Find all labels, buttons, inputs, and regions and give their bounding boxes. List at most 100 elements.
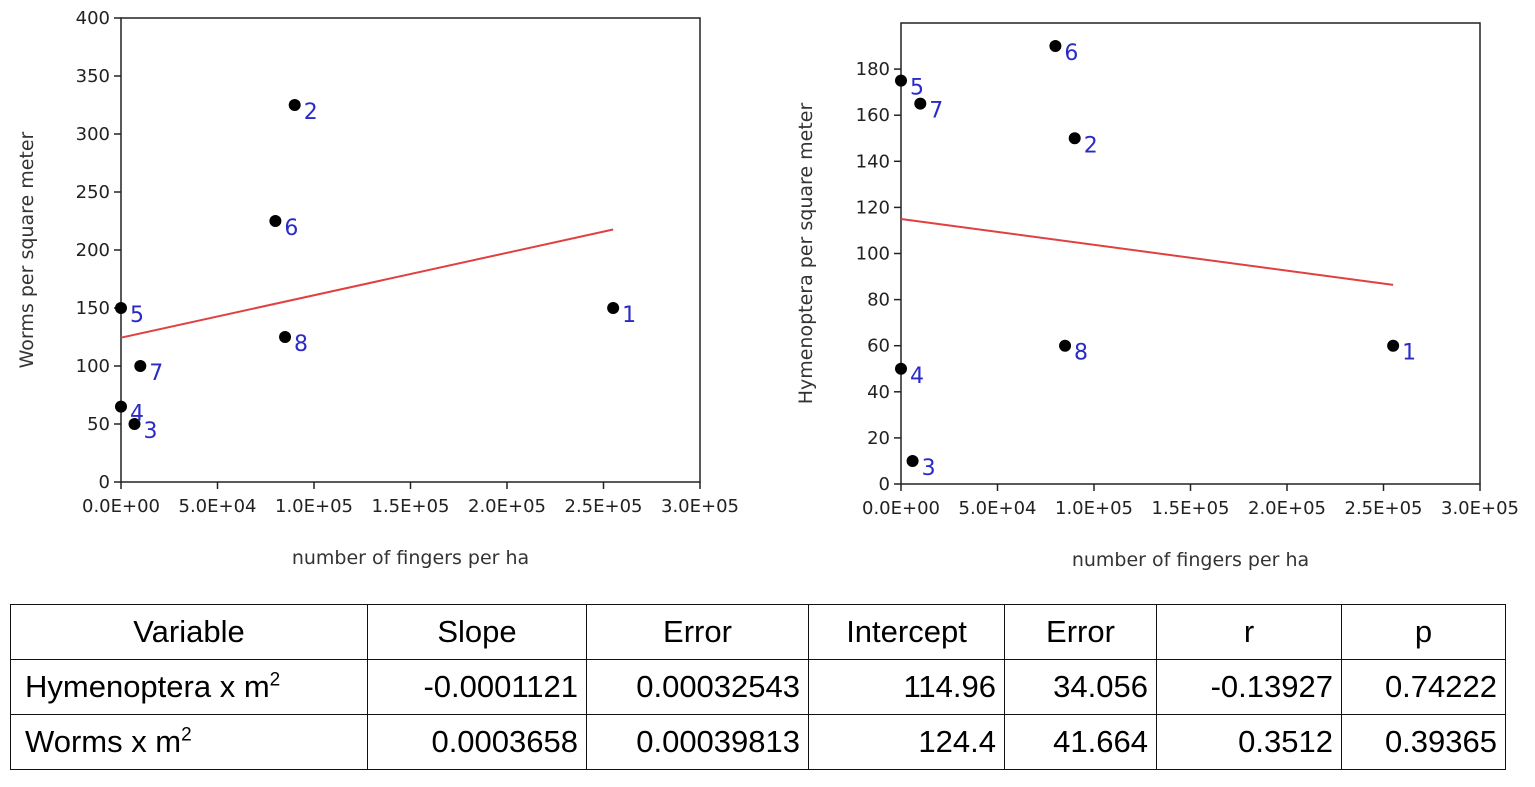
y-tick-label: 60 [867, 336, 890, 357]
data-point [279, 331, 292, 343]
x-tick-label: 0.0E+00 [862, 498, 940, 519]
header-p: p [1341, 604, 1506, 660]
regression-stats-table: Variable Slope Error Intercept Error r p… [10, 604, 1506, 770]
row-r: -0.13927 [1156, 659, 1342, 715]
data-point [1068, 132, 1081, 145]
header-slope: Slope [367, 604, 587, 660]
x-tick-label: 2.5E+05 [1345, 498, 1423, 519]
y-tick-label: 400 [76, 8, 110, 29]
header-variable: Variable [10, 604, 368, 660]
point-label: 5 [910, 76, 924, 101]
variable-superscript: 2 [269, 669, 281, 691]
point-label: 2 [304, 100, 318, 125]
variable-name: Worms x m [25, 724, 182, 759]
regression-line [120, 228, 614, 339]
y-axis-title: Hymenoptera per square meter [795, 103, 817, 405]
y-axis-title: Worms per square meter [16, 131, 38, 368]
regression-line [900, 218, 1394, 286]
point-label: 6 [1064, 41, 1078, 66]
worms-scatter-chart: 0.0E+00 5.0E+04 1.0E+05 1.5E+05 2.0E+05 2.5E+… [16, 8, 739, 569]
row-slope: 0.0003658 [367, 714, 587, 770]
row-intercept: 114.96 [808, 659, 1005, 715]
row-p: 0.74222 [1341, 659, 1506, 715]
x-tick-label: 2.0E+05 [468, 496, 546, 517]
row-slope-error: 0.00039813 [586, 714, 809, 770]
y-tick-label: 100 [76, 356, 110, 377]
x-tick-label: 1.0E+05 [1055, 498, 1133, 519]
x-tick-label: 3.0E+05 [661, 496, 739, 517]
x-tick-label: 3.0E+05 [1441, 498, 1519, 519]
point-label: 1 [1402, 341, 1416, 366]
point-label: 7 [929, 99, 943, 124]
data-point [288, 99, 301, 111]
point-label: 7 [149, 361, 163, 386]
data-point [895, 74, 907, 87]
y-tick-label: 100 [856, 244, 890, 265]
y-tick-label: 250 [76, 182, 110, 203]
x-tick-label: 2.5E+05 [565, 496, 643, 517]
data-point [115, 400, 127, 413]
data-point [1387, 339, 1400, 352]
data-point [1059, 339, 1072, 352]
y-tick-label: 120 [856, 197, 890, 218]
point-label: 3 [922, 456, 936, 481]
data-point [906, 454, 919, 467]
x-tick-label: 1.0E+05 [275, 496, 353, 517]
y-tick-label: 160 [856, 105, 890, 126]
table-header-row: Variable Slope Error Intercept Error r p [10, 604, 1506, 660]
point-label: 3 [144, 419, 158, 444]
y-tick-label: 20 [867, 428, 890, 449]
header-intercept: Intercept [808, 604, 1005, 660]
data-point [607, 302, 620, 314]
variable-superscript: 2 [181, 724, 192, 746]
data-point [895, 362, 907, 375]
row-slope: -0.0001121 [367, 659, 587, 715]
data-point [914, 97, 927, 110]
table-row: Hymenoptera x m2 -0.0001121 0.00032543 1… [10, 659, 1506, 715]
x-axis-title: number of fingers per ha [1072, 549, 1309, 571]
plot-frame [120, 17, 701, 483]
y-tick-label: 350 [76, 66, 110, 87]
variable-name: Hymenoptera x m [25, 669, 270, 704]
row-intercept-error: 34.056 [1004, 659, 1157, 715]
row-p: 0.39365 [1341, 714, 1506, 770]
point-label: 8 [294, 332, 308, 357]
row-variable: Worms x m2 [10, 714, 368, 770]
y-tick-label: 40 [867, 382, 890, 403]
point-label: 8 [1074, 341, 1088, 366]
point-label: 6 [284, 216, 298, 241]
y-tick-label: 300 [76, 124, 110, 145]
header-error: Error [586, 604, 809, 660]
table-row: Worms x m2 0.0003658 0.00039813 124.4 41… [10, 714, 1506, 770]
plot-frame [900, 22, 1481, 485]
y-tick-label: 140 [856, 151, 890, 172]
header-r: r [1156, 604, 1342, 660]
x-tick-label: 5.0E+04 [179, 496, 257, 517]
point-label: 1 [622, 303, 636, 328]
data-point [115, 302, 127, 314]
row-intercept-error: 41.664 [1004, 714, 1157, 770]
y-tick-label: 80 [867, 290, 890, 311]
y-tick-label: 150 [76, 298, 110, 319]
row-slope-error: 0.00032543 [586, 659, 809, 715]
data-point [134, 360, 147, 372]
header-intercept-error: Error [1004, 604, 1157, 660]
x-axis-title: number of fingers per ha [292, 547, 529, 569]
data-point [128, 418, 141, 430]
row-intercept: 124.4 [808, 714, 1005, 770]
x-tick-label: 2.0E+05 [1248, 498, 1326, 519]
data-point [1049, 40, 1062, 53]
data-point [269, 215, 282, 227]
x-tick-label: 1.5E+05 [372, 496, 450, 517]
x-tick-label: 5.0E+04 [959, 498, 1037, 519]
hymenoptera-scatter-chart: 0.0E+00 5.0E+04 1.0E+05 1.5E+05 2.0E+05 2.5E+… [795, 22, 1519, 571]
row-variable: Hymenoptera x m2 [10, 659, 368, 715]
point-label: 4 [130, 402, 144, 427]
y-tick-label: 200 [76, 240, 110, 261]
row-r: 0.3512 [1156, 714, 1342, 770]
point-label: 4 [910, 364, 924, 389]
point-label: 5 [130, 303, 144, 328]
x-tick-label: 0.0E+00 [82, 496, 160, 517]
point-label: 2 [1084, 133, 1098, 158]
y-tick-label: 0 [99, 472, 110, 493]
